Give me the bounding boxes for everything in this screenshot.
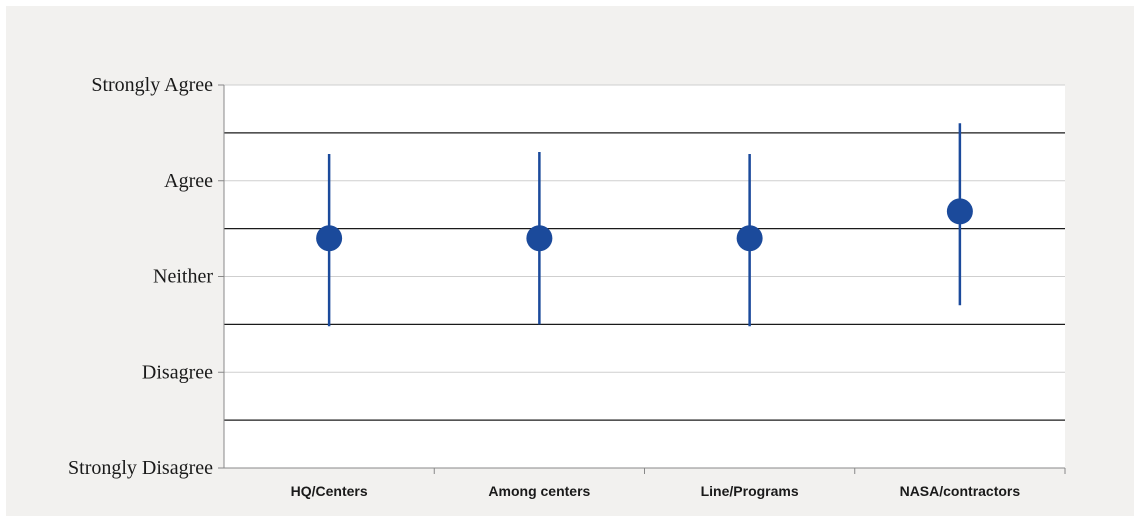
data-point-among-centers bbox=[526, 225, 553, 252]
x-tick-labels: HQ/Centers Among centers Line/Programs NASA… bbox=[291, 483, 1021, 499]
y-tick-label-disagree: Disagree bbox=[142, 361, 213, 383]
y-tick-label-neither: Neither bbox=[153, 266, 213, 288]
data-point-nasa-contractors bbox=[946, 198, 973, 225]
band-lines bbox=[224, 132, 1065, 421]
axes bbox=[218, 84, 1066, 474]
y-tick-label-agree: Agree bbox=[164, 170, 213, 192]
x-tick-label-hq-centers: HQ/Centers bbox=[291, 483, 368, 499]
y-tick-label-strongly-agree: Strongly Agree bbox=[91, 74, 213, 96]
y-tick-label-strongly-disagree: Strongly Disagree bbox=[68, 457, 213, 479]
x-tick-label-among-centers: Among centers bbox=[488, 483, 590, 499]
data-points bbox=[316, 198, 973, 252]
x-tick-label-line-programs: Line/Programs bbox=[701, 483, 799, 499]
data-point-hq-centers bbox=[316, 225, 343, 252]
x-tick-label-nasa-contractors: NASA/contractors bbox=[900, 483, 1021, 499]
data-point-line-programs bbox=[736, 225, 763, 252]
y-tick-labels: Strongly Disagree Disagree Neither Agree Str… bbox=[68, 74, 213, 479]
